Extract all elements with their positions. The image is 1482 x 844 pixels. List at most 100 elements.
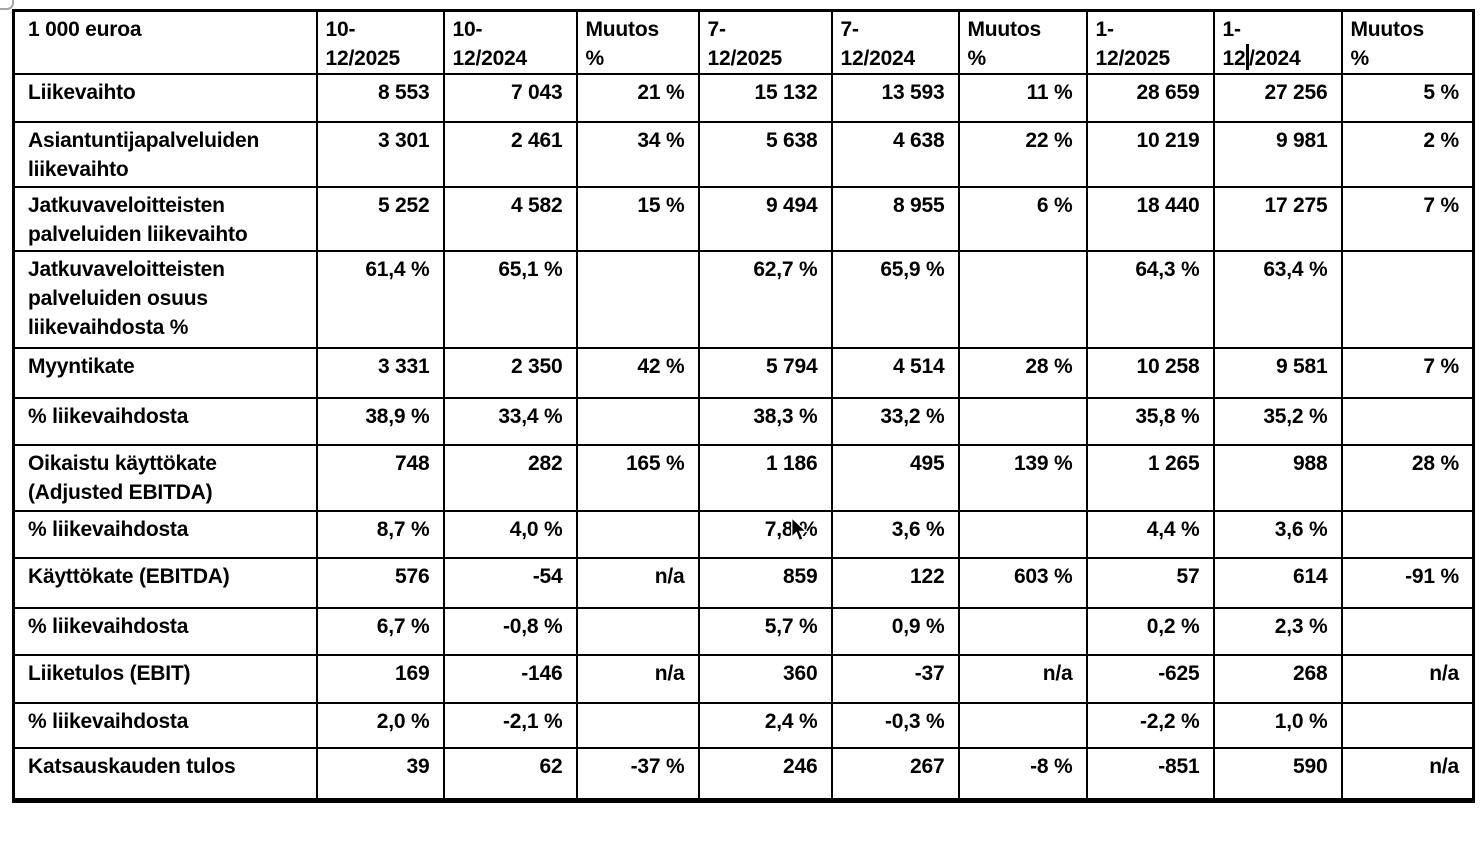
cell-value[interactable]: 246 xyxy=(697,747,833,801)
cell-value[interactable]: 169 xyxy=(315,654,445,704)
cell-value[interactable]: 576 xyxy=(315,557,445,609)
cell-value[interactable]: 62 xyxy=(442,747,578,801)
cell-value[interactable]: 3 301 xyxy=(315,121,445,188)
cell-value[interactable]: 1 265 xyxy=(1085,444,1215,512)
cell-value[interactable]: 35,2 % xyxy=(1212,397,1343,446)
cell-value[interactable]: n/a xyxy=(575,557,700,609)
column-header-8[interactable]: Muutos% xyxy=(1340,9,1475,75)
row-label[interactable]: Jatkuvaveloitteisten palveluiden liikeva… xyxy=(12,186,318,252)
cell-value[interactable]: 42 % xyxy=(575,347,700,399)
cell-value[interactable]: 268 xyxy=(1212,654,1343,704)
cell-value[interactable]: -2,1 % xyxy=(442,702,578,749)
cell-value[interactable]: n/a xyxy=(1340,654,1475,704)
cell-value[interactable]: 2,4 % xyxy=(697,702,833,749)
cell-value[interactable] xyxy=(575,702,700,749)
cell-value[interactable]: 2,3 % xyxy=(1212,607,1343,656)
row-label[interactable]: % liikevaihdosta xyxy=(12,510,318,559)
cell-value[interactable]: 267 xyxy=(830,747,960,801)
cell-value[interactable]: 7 % xyxy=(1340,186,1475,252)
row-label[interactable]: % liikevaihdosta xyxy=(12,397,318,446)
cell-value[interactable]: 5 794 xyxy=(697,347,833,399)
cell-value[interactable] xyxy=(575,397,700,446)
cell-value[interactable]: 0,2 % xyxy=(1085,607,1215,656)
cell-value[interactable] xyxy=(957,250,1088,349)
cell-value[interactable]: 7,8 % xyxy=(697,510,833,559)
cell-value[interactable]: 590 xyxy=(1212,747,1343,801)
cell-value[interactable] xyxy=(575,510,700,559)
row-label[interactable]: Käyttökate (EBITDA) xyxy=(12,557,318,609)
cell-value[interactable]: 2 461 xyxy=(442,121,578,188)
cell-value[interactable]: 8 955 xyxy=(830,186,960,252)
cell-value[interactable]: 8 553 xyxy=(315,73,445,123)
cell-value[interactable] xyxy=(957,607,1088,656)
cell-value[interactable]: 859 xyxy=(697,557,833,609)
row-label[interactable]: Liikevaihto xyxy=(12,73,318,123)
cell-value[interactable] xyxy=(1340,510,1475,559)
cell-value[interactable] xyxy=(575,607,700,656)
cell-value[interactable]: 2 350 xyxy=(442,347,578,399)
cell-value[interactable]: 495 xyxy=(830,444,960,512)
row-label[interactable]: Oikaistu käyttökate (Adjusted EBITDA) xyxy=(12,444,318,512)
cell-value[interactable]: 11 % xyxy=(957,73,1088,123)
cell-value[interactable]: -0,3 % xyxy=(830,702,960,749)
cell-value[interactable]: 22 % xyxy=(957,121,1088,188)
cell-value[interactable]: 4,0 % xyxy=(442,510,578,559)
row-label[interactable]: Katsauskauden tulos xyxy=(12,747,318,801)
cell-value[interactable]: 4 638 xyxy=(830,121,960,188)
cell-value[interactable]: 282 xyxy=(442,444,578,512)
cell-value[interactable]: 10 258 xyxy=(1085,347,1215,399)
cell-value[interactable]: 63,4 % xyxy=(1212,250,1343,349)
cell-value[interactable]: -0,8 % xyxy=(442,607,578,656)
cell-value[interactable]: 35,8 % xyxy=(1085,397,1215,446)
column-header-0[interactable]: 10- 12/2025 xyxy=(315,9,445,75)
column-header-4[interactable]: 7- 12/2024 xyxy=(830,9,960,75)
cell-value[interactable]: 33,4 % xyxy=(442,397,578,446)
cell-value[interactable]: 34 % xyxy=(575,121,700,188)
cell-value[interactable]: 27 256 xyxy=(1212,73,1343,123)
cell-value[interactable]: 603 % xyxy=(957,557,1088,609)
cell-value[interactable]: -851 xyxy=(1085,747,1215,801)
column-header-5[interactable]: Muutos% xyxy=(957,9,1088,75)
cell-value[interactable]: 65,1 % xyxy=(442,250,578,349)
cell-value[interactable]: 15 % xyxy=(575,186,700,252)
row-label[interactable]: Myyntikate xyxy=(12,347,318,399)
row-label[interactable]: Asiantuntijapalveluiden liikevaihto xyxy=(12,121,318,188)
cell-value[interactable]: 3,6 % xyxy=(1212,510,1343,559)
cell-value[interactable]: -54 xyxy=(442,557,578,609)
cell-value[interactable]: 8,7 % xyxy=(315,510,445,559)
cell-value[interactable]: 38,9 % xyxy=(315,397,445,446)
cell-value[interactable]: 28 % xyxy=(957,347,1088,399)
cell-value[interactable]: -2,2 % xyxy=(1085,702,1215,749)
cell-value[interactable]: 17 275 xyxy=(1212,186,1343,252)
cell-value[interactable]: 57 xyxy=(1085,557,1215,609)
row-label[interactable]: Jatkuvaveloitteisten palveluiden osuus l… xyxy=(12,250,318,349)
cell-value[interactable]: -91 % xyxy=(1340,557,1475,609)
cell-value[interactable]: 5 638 xyxy=(697,121,833,188)
cell-value[interactable]: 139 % xyxy=(957,444,1088,512)
column-header-2[interactable]: Muutos% xyxy=(575,9,700,75)
cell-value[interactable] xyxy=(1340,397,1475,446)
cell-value[interactable]: 39 xyxy=(315,747,445,801)
cell-value[interactable]: 7 043 xyxy=(442,73,578,123)
cell-value[interactable]: 5 % xyxy=(1340,73,1475,123)
cell-value[interactable]: 6 % xyxy=(957,186,1088,252)
cell-value[interactable] xyxy=(1340,607,1475,656)
cell-value[interactable] xyxy=(957,510,1088,559)
row-label[interactable]: % liikevaihdosta xyxy=(12,702,318,749)
cell-value[interactable] xyxy=(957,702,1088,749)
cell-value[interactable]: 28 659 xyxy=(1085,73,1215,123)
unit-label-header[interactable]: 1 000 euroa xyxy=(12,9,318,75)
cell-value[interactable]: 122 xyxy=(830,557,960,609)
cell-value[interactable]: 9 581 xyxy=(1212,347,1343,399)
cell-value[interactable]: 2 % xyxy=(1340,121,1475,188)
cell-value[interactable]: -8 % xyxy=(957,747,1088,801)
cell-value[interactable]: 1 186 xyxy=(697,444,833,512)
cell-value[interactable]: 748 xyxy=(315,444,445,512)
cell-value[interactable]: -37 % xyxy=(575,747,700,801)
cell-value[interactable]: -37 xyxy=(830,654,960,704)
cell-value[interactable]: 165 % xyxy=(575,444,700,512)
cell-value[interactable]: 2,0 % xyxy=(315,702,445,749)
column-header-6[interactable]: 1- 12/2025 xyxy=(1085,9,1215,75)
column-header-1[interactable]: 10- 12/2024 xyxy=(442,9,578,75)
cell-value[interactable]: 0,9 % xyxy=(830,607,960,656)
